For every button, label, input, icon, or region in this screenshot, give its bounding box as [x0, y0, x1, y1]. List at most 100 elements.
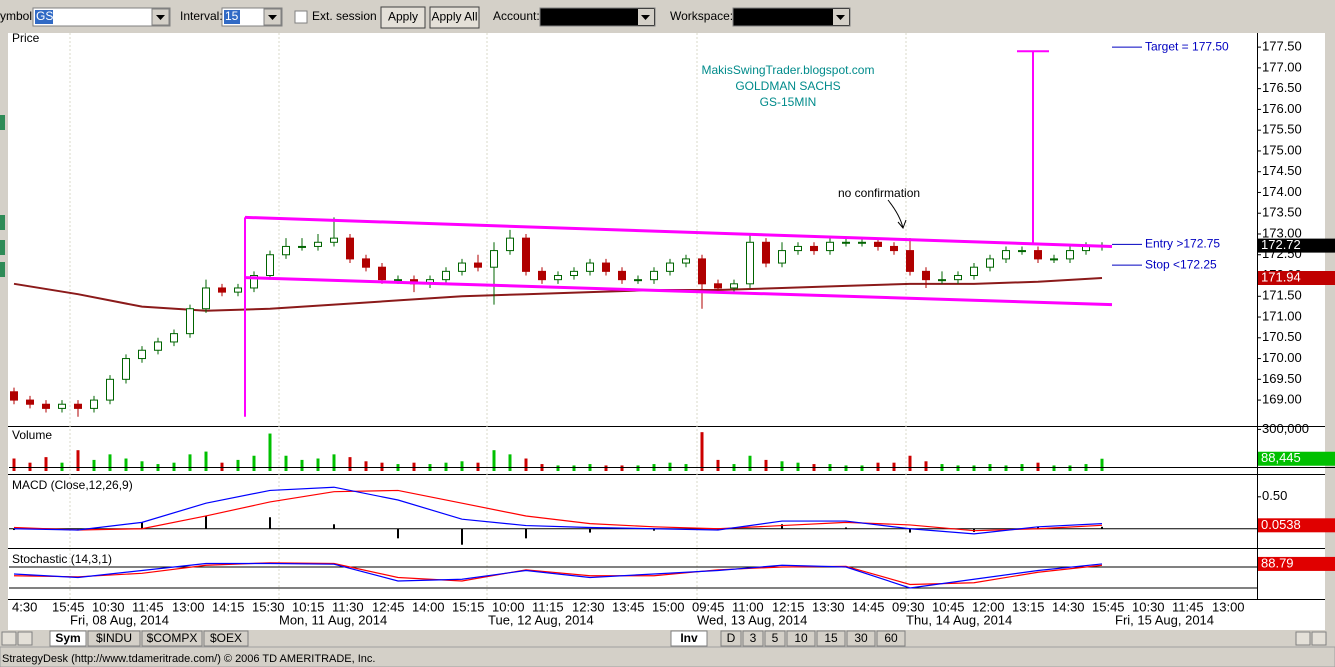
tab[interactable] — [720, 630, 742, 647]
y-tick-label: 173.00 — [1262, 225, 1302, 240]
volume-bar — [364, 461, 368, 471]
volume-bar — [956, 465, 960, 471]
note-arrow — [887, 199, 907, 229]
y-tick-label: 171.00 — [1262, 308, 1302, 323]
last-value-tag — [1258, 451, 1335, 466]
dropdown-arrow — [268, 15, 277, 20]
account-select[interactable] — [539, 7, 656, 27]
x-day-label: Thu, 14 Aug, 2014 — [906, 612, 1012, 627]
candle-body — [330, 237, 338, 243]
candle-body — [922, 270, 930, 281]
x-tick-label: 14:00 — [412, 599, 445, 614]
scroll-left[interactable] — [1, 631, 17, 646]
tab-label: Inv — [680, 631, 698, 645]
workspace-select[interactable] — [732, 7, 851, 27]
ext-session-checkbox[interactable] — [294, 10, 308, 24]
apply-all-button[interactable] — [429, 6, 480, 29]
y-tick-label: 169.00 — [1262, 392, 1302, 407]
volume-bar — [796, 462, 800, 471]
tab[interactable] — [786, 630, 816, 647]
candle-body — [1066, 250, 1074, 260]
volume-bar — [844, 465, 848, 471]
tab-label: $INDU — [96, 631, 132, 645]
volume-bar — [316, 458, 320, 471]
candle-body — [170, 333, 178, 343]
apply-all-button-label: Apply All — [431, 10, 477, 24]
candle-body — [378, 266, 386, 281]
volume-bar — [876, 462, 880, 471]
tab-bar — [0, 630, 1335, 647]
candle-body — [698, 258, 706, 285]
interval-value: 15 — [225, 9, 239, 23]
apply-button-label: Apply — [388, 10, 418, 24]
volume-bar — [108, 454, 112, 471]
volume-bar — [28, 462, 32, 471]
candle-body — [554, 275, 562, 281]
x-tick-label: 14:45 — [852, 599, 885, 614]
pane-title: Price — [12, 31, 40, 45]
volume-bar — [556, 465, 560, 471]
volume-bar — [972, 465, 976, 471]
last-value-label: 88.79 — [1261, 555, 1294, 570]
volume-bar — [412, 462, 416, 471]
scroll-left[interactable] — [17, 631, 33, 646]
volume-bar — [60, 462, 64, 471]
watermark: MakisSwingTrader.blogspot.com — [702, 63, 875, 77]
x-tick-label: 10:30 — [1132, 599, 1165, 614]
candle-body — [90, 399, 98, 409]
tab[interactable] — [87, 630, 141, 647]
histogram-bar — [1101, 526, 1103, 529]
candle-body — [138, 349, 146, 360]
left-strip — [0, 33, 8, 630]
y-tick-label: 170.00 — [1262, 350, 1302, 365]
y-tick-label: 176.00 — [1262, 101, 1302, 116]
candle-body — [858, 241, 866, 244]
volume-bar — [604, 465, 608, 471]
histogram-bar — [909, 528, 911, 533]
x-tick-label: 12:15 — [772, 599, 805, 614]
tab[interactable] — [203, 630, 249, 647]
tab[interactable] — [764, 630, 786, 647]
volume-bar — [1100, 458, 1104, 471]
volume-bar — [332, 454, 336, 471]
tab-label: $COMPX — [147, 631, 198, 645]
tab[interactable] — [816, 630, 846, 647]
volume-bar — [476, 462, 480, 471]
tab-label: D — [727, 631, 736, 645]
x-tick-label: 11:45 — [132, 599, 164, 614]
last-value-tag — [1258, 271, 1335, 285]
channel-upper — [244, 215, 1113, 248]
apply-button[interactable] — [380, 6, 426, 29]
candle-body — [298, 245, 306, 248]
scroll-right[interactable] — [1311, 631, 1327, 646]
symbol-input[interactable] — [32, 7, 171, 27]
histogram-bar — [653, 528, 655, 531]
y-tick-label: 174.00 — [1262, 184, 1302, 199]
x-tick-label: 15:45 — [1092, 599, 1125, 614]
candle-body — [842, 241, 850, 244]
volume-bar — [92, 459, 96, 471]
candle-body — [250, 275, 258, 289]
scroll-right[interactable] — [1295, 631, 1311, 646]
tab[interactable] — [670, 630, 708, 647]
tab[interactable] — [49, 630, 87, 647]
histogram-bar — [717, 528, 719, 531]
tab[interactable] — [846, 630, 876, 647]
candle-body — [266, 254, 274, 277]
x-tick-label: 10:15 — [292, 599, 325, 614]
candle-body — [474, 262, 482, 268]
tab[interactable] — [141, 630, 203, 647]
candle-body — [586, 262, 594, 272]
candle-body — [1002, 250, 1010, 260]
tab[interactable] — [742, 630, 764, 647]
last-value-label: 0.0538 — [1261, 517, 1301, 532]
y-tick-label: 177.00 — [1262, 59, 1302, 74]
candle-body — [794, 245, 802, 252]
x-tick-label: 12:30 — [572, 599, 605, 614]
tab[interactable] — [876, 630, 906, 647]
x-tick-label: 09:45 — [692, 599, 725, 614]
pane-title: MACD (Close,12,26,9) — [12, 478, 133, 492]
volume-bar — [44, 457, 48, 471]
symbol-label: ymbol: — [0, 9, 35, 23]
